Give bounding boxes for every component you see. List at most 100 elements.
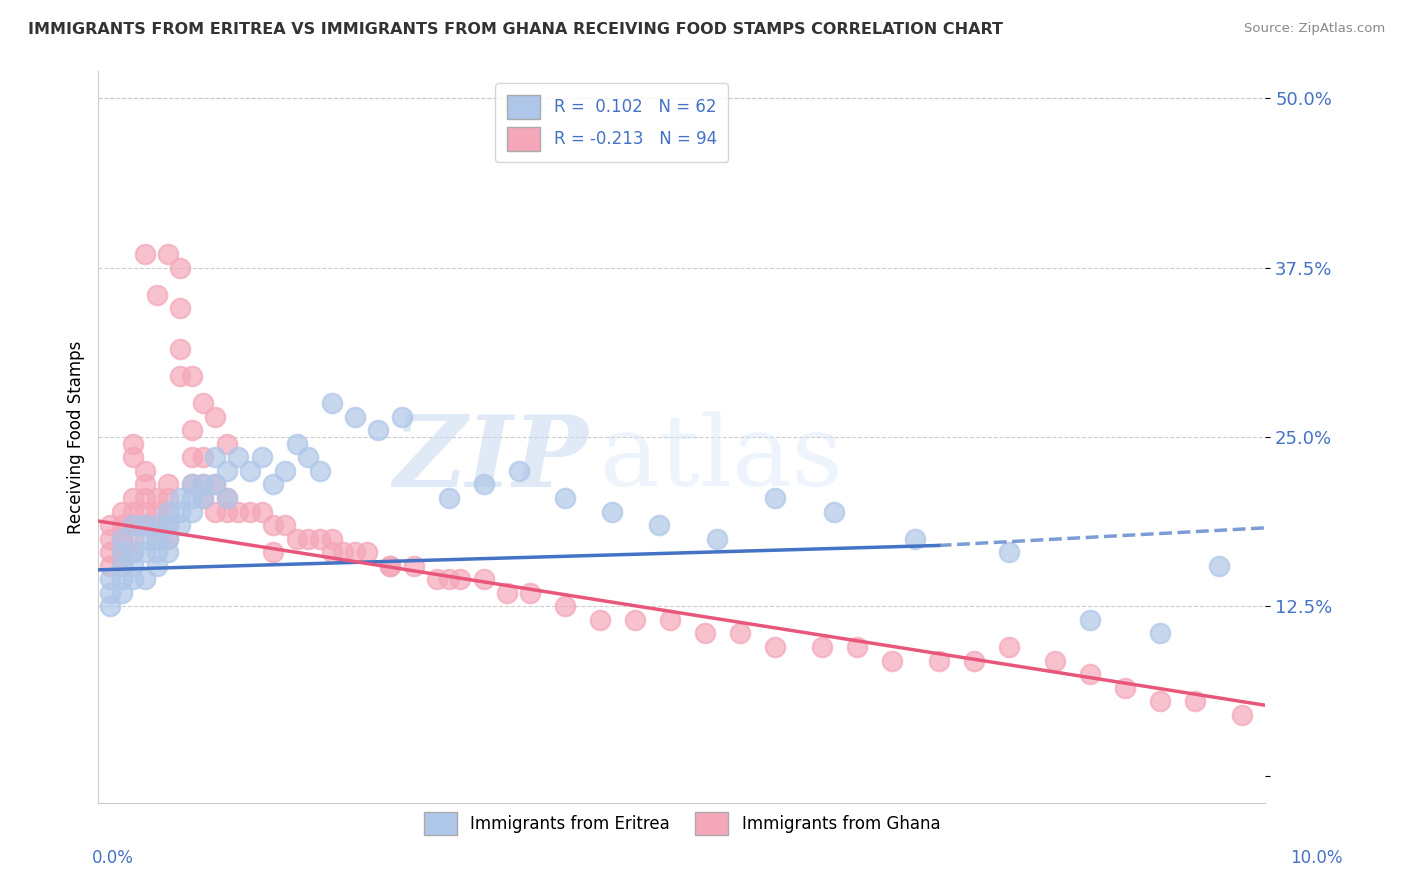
Point bbox=[146, 518, 169, 533]
Point bbox=[228, 505, 250, 519]
Point bbox=[321, 396, 343, 410]
Point bbox=[180, 491, 202, 505]
Point bbox=[111, 532, 134, 546]
Point bbox=[380, 558, 402, 573]
Point bbox=[1184, 694, 1206, 708]
Text: IMMIGRANTS FROM ERITREA VS IMMIGRANTS FROM GHANA RECEIVING FOOD STAMPS CORRELATI: IMMIGRANTS FROM ERITREA VS IMMIGRANTS FR… bbox=[28, 22, 1002, 37]
Text: ZIP: ZIP bbox=[394, 411, 589, 508]
Point bbox=[157, 518, 180, 533]
Point bbox=[122, 532, 145, 546]
Point bbox=[180, 477, 202, 491]
Point bbox=[180, 423, 202, 437]
Point bbox=[928, 654, 950, 668]
Point bbox=[380, 558, 402, 573]
Point bbox=[134, 518, 156, 533]
Point bbox=[1149, 626, 1171, 640]
Point bbox=[997, 640, 1019, 654]
Point bbox=[180, 505, 202, 519]
Point bbox=[472, 477, 495, 491]
Point bbox=[274, 518, 297, 533]
Point bbox=[98, 532, 121, 546]
Point bbox=[146, 518, 169, 533]
Point bbox=[111, 505, 134, 519]
Point bbox=[262, 518, 284, 533]
Point bbox=[250, 450, 273, 465]
Point bbox=[180, 369, 202, 384]
Point bbox=[157, 247, 180, 261]
Point bbox=[169, 505, 191, 519]
Point bbox=[204, 477, 226, 491]
Point bbox=[146, 558, 169, 573]
Point bbox=[600, 505, 623, 519]
Point bbox=[1045, 654, 1067, 668]
Point bbox=[297, 532, 319, 546]
Point bbox=[169, 260, 191, 275]
Point bbox=[332, 545, 354, 559]
Y-axis label: Receiving Food Stamps: Receiving Food Stamps bbox=[66, 341, 84, 533]
Point bbox=[508, 464, 530, 478]
Text: atlas: atlas bbox=[600, 411, 844, 507]
Point bbox=[157, 491, 180, 505]
Point bbox=[997, 545, 1019, 559]
Point bbox=[157, 477, 180, 491]
Point bbox=[98, 572, 121, 586]
Text: 0.0%: 0.0% bbox=[91, 849, 134, 867]
Point bbox=[204, 450, 226, 465]
Point bbox=[169, 518, 191, 533]
Point bbox=[962, 654, 984, 668]
Point bbox=[250, 505, 273, 519]
Point bbox=[706, 532, 728, 546]
Point bbox=[763, 640, 786, 654]
Point bbox=[204, 477, 226, 491]
Point bbox=[344, 545, 367, 559]
Point bbox=[111, 518, 134, 533]
Point bbox=[437, 491, 460, 505]
Point bbox=[1080, 667, 1102, 681]
Text: Source: ZipAtlas.com: Source: ZipAtlas.com bbox=[1244, 22, 1385, 36]
Point bbox=[554, 491, 576, 505]
Point bbox=[193, 491, 215, 505]
Point bbox=[472, 572, 495, 586]
Point bbox=[846, 640, 869, 654]
Point bbox=[111, 586, 134, 600]
Point bbox=[228, 450, 250, 465]
Point bbox=[134, 518, 156, 533]
Point bbox=[134, 545, 156, 559]
Point bbox=[309, 532, 332, 546]
Point bbox=[695, 626, 717, 640]
Point bbox=[519, 586, 541, 600]
Point bbox=[297, 450, 319, 465]
Point bbox=[215, 437, 238, 451]
Point bbox=[146, 532, 169, 546]
Point bbox=[880, 654, 903, 668]
Point bbox=[647, 518, 669, 533]
Point bbox=[98, 599, 121, 614]
Point bbox=[1208, 558, 1230, 573]
Point bbox=[146, 545, 169, 559]
Point bbox=[169, 342, 191, 356]
Point bbox=[309, 464, 332, 478]
Point bbox=[122, 572, 145, 586]
Point bbox=[367, 423, 389, 437]
Point bbox=[904, 532, 927, 546]
Point bbox=[122, 545, 145, 559]
Point bbox=[180, 477, 202, 491]
Point bbox=[1080, 613, 1102, 627]
Point bbox=[823, 505, 845, 519]
Point bbox=[344, 409, 367, 424]
Point bbox=[169, 491, 191, 505]
Point bbox=[134, 491, 156, 505]
Point bbox=[122, 505, 145, 519]
Point bbox=[215, 491, 238, 505]
Point bbox=[624, 613, 647, 627]
Point bbox=[321, 545, 343, 559]
Point bbox=[111, 545, 134, 559]
Point bbox=[111, 558, 134, 573]
Point bbox=[157, 532, 180, 546]
Point bbox=[193, 491, 215, 505]
Point bbox=[193, 477, 215, 491]
Point bbox=[239, 464, 262, 478]
Point bbox=[157, 518, 180, 533]
Point bbox=[134, 464, 156, 478]
Point bbox=[496, 586, 519, 600]
